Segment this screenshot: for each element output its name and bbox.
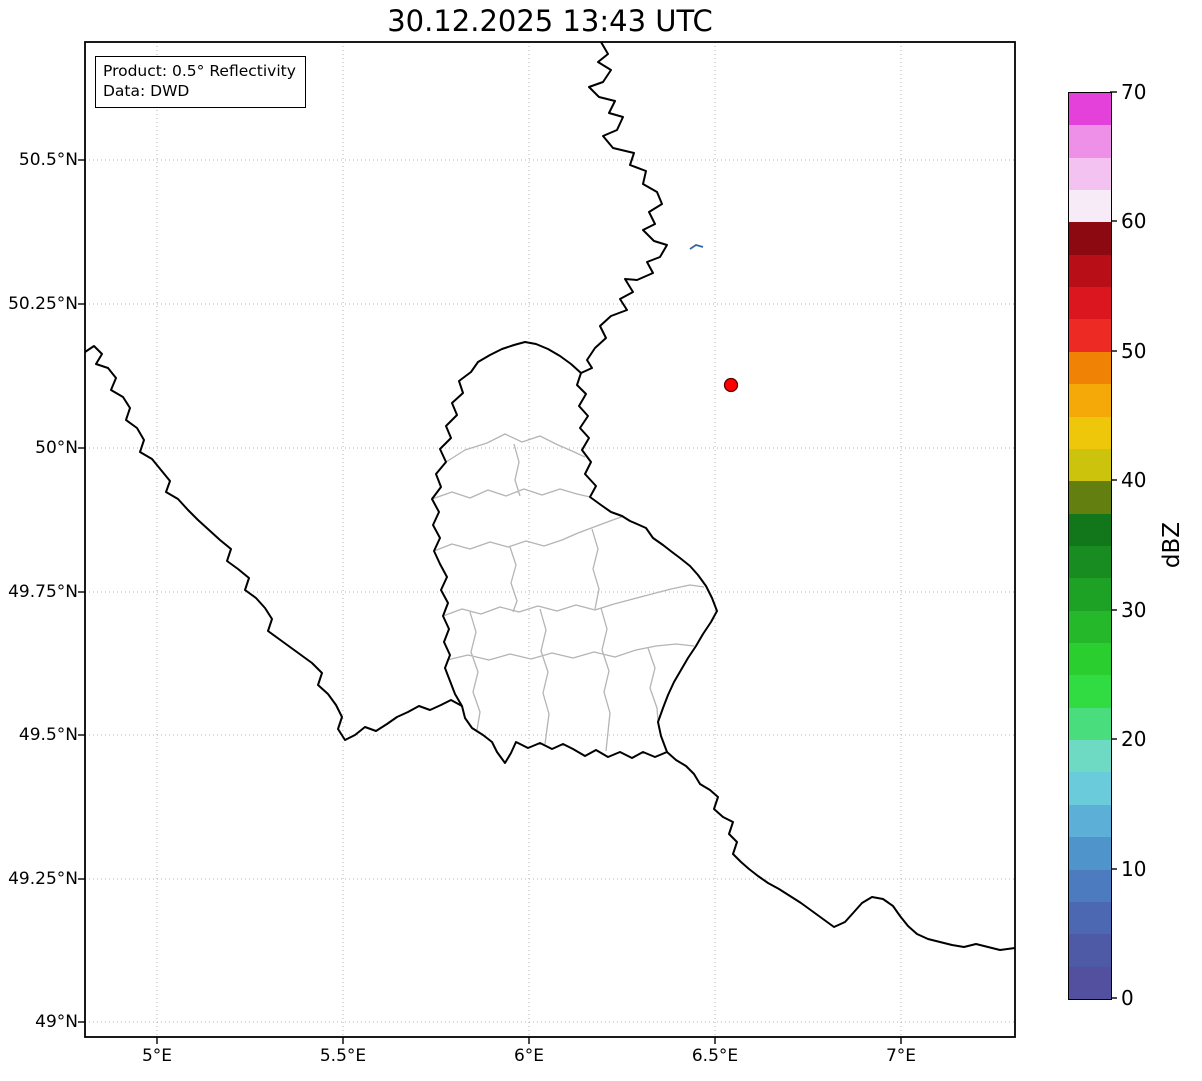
radar-site-marker xyxy=(723,377,739,393)
luxembourg-border xyxy=(431,341,718,764)
colorbar-label: dBZ xyxy=(1159,521,1185,569)
fr-be-border xyxy=(84,345,463,741)
colorbar-segment xyxy=(1069,481,1111,514)
y-tick-label: 49.5°N xyxy=(18,725,78,745)
colorbar-segment xyxy=(1069,190,1111,223)
info-box-product-line: Product: 0.5° Reflectivity xyxy=(103,62,296,80)
colorbar-segment xyxy=(1069,740,1111,773)
colorbar-segment xyxy=(1069,287,1111,320)
colorbar-segment xyxy=(1069,319,1111,352)
figure-title: 30.12.2025 13:43 UTC xyxy=(387,4,713,38)
be-de-border xyxy=(580,41,668,374)
info-box-source-line: Data: DWD xyxy=(103,82,190,101)
colorbar-segment xyxy=(1069,448,1111,482)
colorbar-segment xyxy=(1069,125,1111,158)
colorbar-segment xyxy=(1069,966,1111,999)
x-tick-label: 5.5°E xyxy=(319,1046,367,1066)
axis-ticks xyxy=(78,159,902,1044)
y-tick-label: 50.25°N xyxy=(8,294,78,314)
colorbar-segment xyxy=(1069,416,1111,449)
plot-frame xyxy=(84,41,1016,1038)
colorbar-segment xyxy=(1069,643,1111,676)
fr-de-border xyxy=(666,751,1016,951)
colorbar-segment xyxy=(1069,351,1111,385)
colorbar-segment xyxy=(1069,707,1111,741)
colorbar-segment xyxy=(1069,869,1111,902)
colorbar-segment xyxy=(1069,254,1111,288)
canton-borders xyxy=(431,433,705,752)
radar-echo xyxy=(689,244,704,250)
y-tick-label: 50.5°N xyxy=(18,150,78,170)
colorbar-tick-label: 50 xyxy=(1121,339,1147,363)
x-tick-label: 6.5°E xyxy=(691,1046,739,1066)
colorbar-segment xyxy=(1069,222,1111,255)
colorbar-segment xyxy=(1069,384,1111,417)
x-tick-label: 5°E xyxy=(141,1046,173,1066)
colorbar-segment xyxy=(1069,675,1111,708)
colorbar-segment xyxy=(1069,837,1111,870)
info-box: Product: 0.5° Reflectivity Data: DWD xyxy=(95,56,306,108)
y-tick-label: 49.75°N xyxy=(8,582,78,602)
x-tick-label: 6°E xyxy=(513,1046,545,1066)
colorbar-tick-label: 30 xyxy=(1121,598,1147,622)
y-tick-label: 49.25°N xyxy=(8,869,78,889)
x-tick-label: 7°E xyxy=(885,1046,917,1066)
colorbar-tick-label: 70 xyxy=(1121,80,1147,104)
colorbar-tick-label: 60 xyxy=(1121,209,1147,233)
colorbar-segment xyxy=(1069,804,1111,838)
y-tick-label: 49°N xyxy=(35,1012,78,1032)
colorbar-tick-label: 10 xyxy=(1121,857,1147,881)
colorbar-segment xyxy=(1069,934,1111,967)
colorbar-gradient xyxy=(1068,92,1112,1000)
colorbar-segment xyxy=(1069,610,1111,644)
y-tick-label: 50°N xyxy=(35,438,78,458)
colorbar-segment xyxy=(1069,157,1111,191)
colorbar-segment xyxy=(1069,513,1111,546)
colorbar-tick-label: 40 xyxy=(1121,468,1147,492)
colorbar-tick-label: 20 xyxy=(1121,727,1147,751)
colorbar-segment xyxy=(1069,578,1111,611)
gridlines xyxy=(85,42,1015,1037)
colorbar-tick-label: 0 xyxy=(1121,986,1134,1010)
colorbar-segment xyxy=(1069,92,1111,126)
colorbar-segment xyxy=(1069,901,1111,935)
colorbar-segment xyxy=(1069,545,1111,579)
colorbar-segment xyxy=(1069,772,1111,805)
